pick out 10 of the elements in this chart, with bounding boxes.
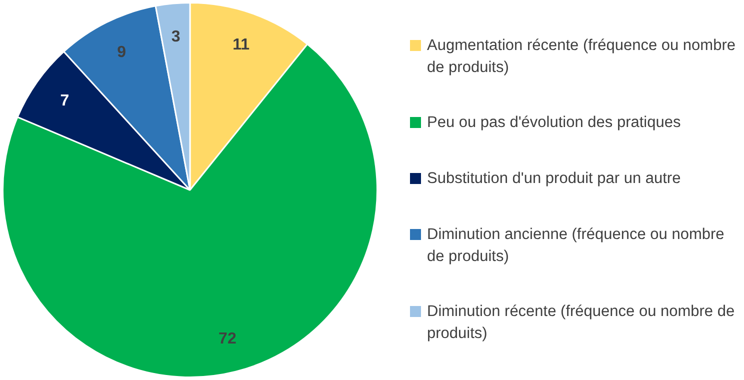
legend-label: Diminution ancienne (fréquence ou nombre de produits) bbox=[427, 224, 726, 267]
legend-label: Diminution récente (fréquence ou nombre de produits) bbox=[427, 302, 736, 344]
data-label: 9 bbox=[117, 44, 126, 61]
data-label: 7 bbox=[60, 92, 70, 110]
data-label: 11 bbox=[232, 36, 250, 54]
data-label: 3 bbox=[171, 28, 180, 46]
legend-label: Substitution d'un produit par un autre bbox=[427, 168, 681, 189]
legend-label: Augmentation récente (fréquence ou nombre de produits) bbox=[427, 36, 736, 78]
legend-label: Peu ou pas d'évolution des pratiques bbox=[427, 113, 681, 134]
data-label: 72 bbox=[218, 330, 236, 348]
